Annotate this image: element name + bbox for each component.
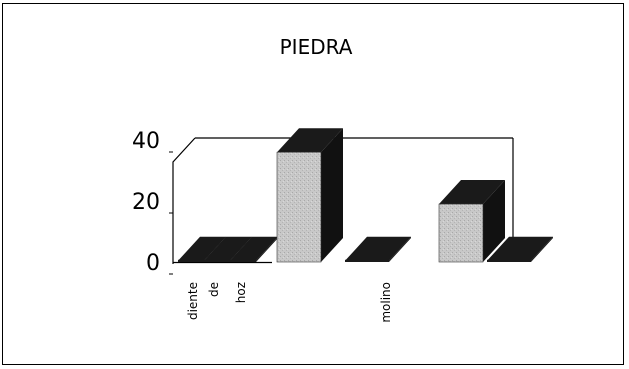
bar-top bbox=[204, 236, 252, 261]
bar-top bbox=[487, 236, 553, 261]
bar-6 bbox=[487, 236, 553, 262]
bar-side bbox=[256, 236, 278, 262]
x-axis-ticks: diente de hoz molino bbox=[186, 282, 393, 323]
y-tick-label: 40 bbox=[132, 129, 160, 154]
bar-side bbox=[389, 236, 411, 262]
bar-front bbox=[276, 151, 322, 263]
y-tick-label: 0 bbox=[146, 251, 160, 276]
bar-top bbox=[345, 236, 411, 261]
bar-side bbox=[321, 128, 343, 262]
chart-title: PIEDRA bbox=[280, 35, 353, 59]
bar-top bbox=[439, 180, 505, 205]
bar-front bbox=[204, 259, 230, 262]
x-tick-label: de bbox=[207, 282, 221, 297]
bar-3 bbox=[276, 128, 343, 263]
chart-axes bbox=[172, 137, 514, 264]
bar-2 bbox=[230, 236, 278, 262]
bar-side bbox=[483, 180, 505, 262]
bar-top bbox=[277, 128, 343, 153]
x-tick-label: hoz bbox=[234, 282, 248, 303]
bar-5 bbox=[438, 180, 505, 263]
bar-front bbox=[345, 259, 389, 262]
bar-side bbox=[531, 236, 553, 262]
x-tick-label: molino bbox=[379, 282, 393, 323]
bar-front bbox=[230, 259, 256, 262]
x-tick-label: diente bbox=[186, 282, 200, 320]
bar-4 bbox=[345, 236, 411, 262]
bar-front bbox=[487, 259, 531, 262]
bar-top bbox=[230, 236, 278, 261]
bar-front bbox=[178, 259, 204, 262]
bar-top bbox=[178, 236, 226, 261]
y-axis-line bbox=[172, 137, 196, 264]
y-tick-label: 20 bbox=[132, 190, 160, 215]
y-axis-ticks: 0 20 40 bbox=[132, 129, 173, 276]
chart-bars bbox=[178, 128, 553, 263]
bar-front bbox=[438, 203, 484, 263]
